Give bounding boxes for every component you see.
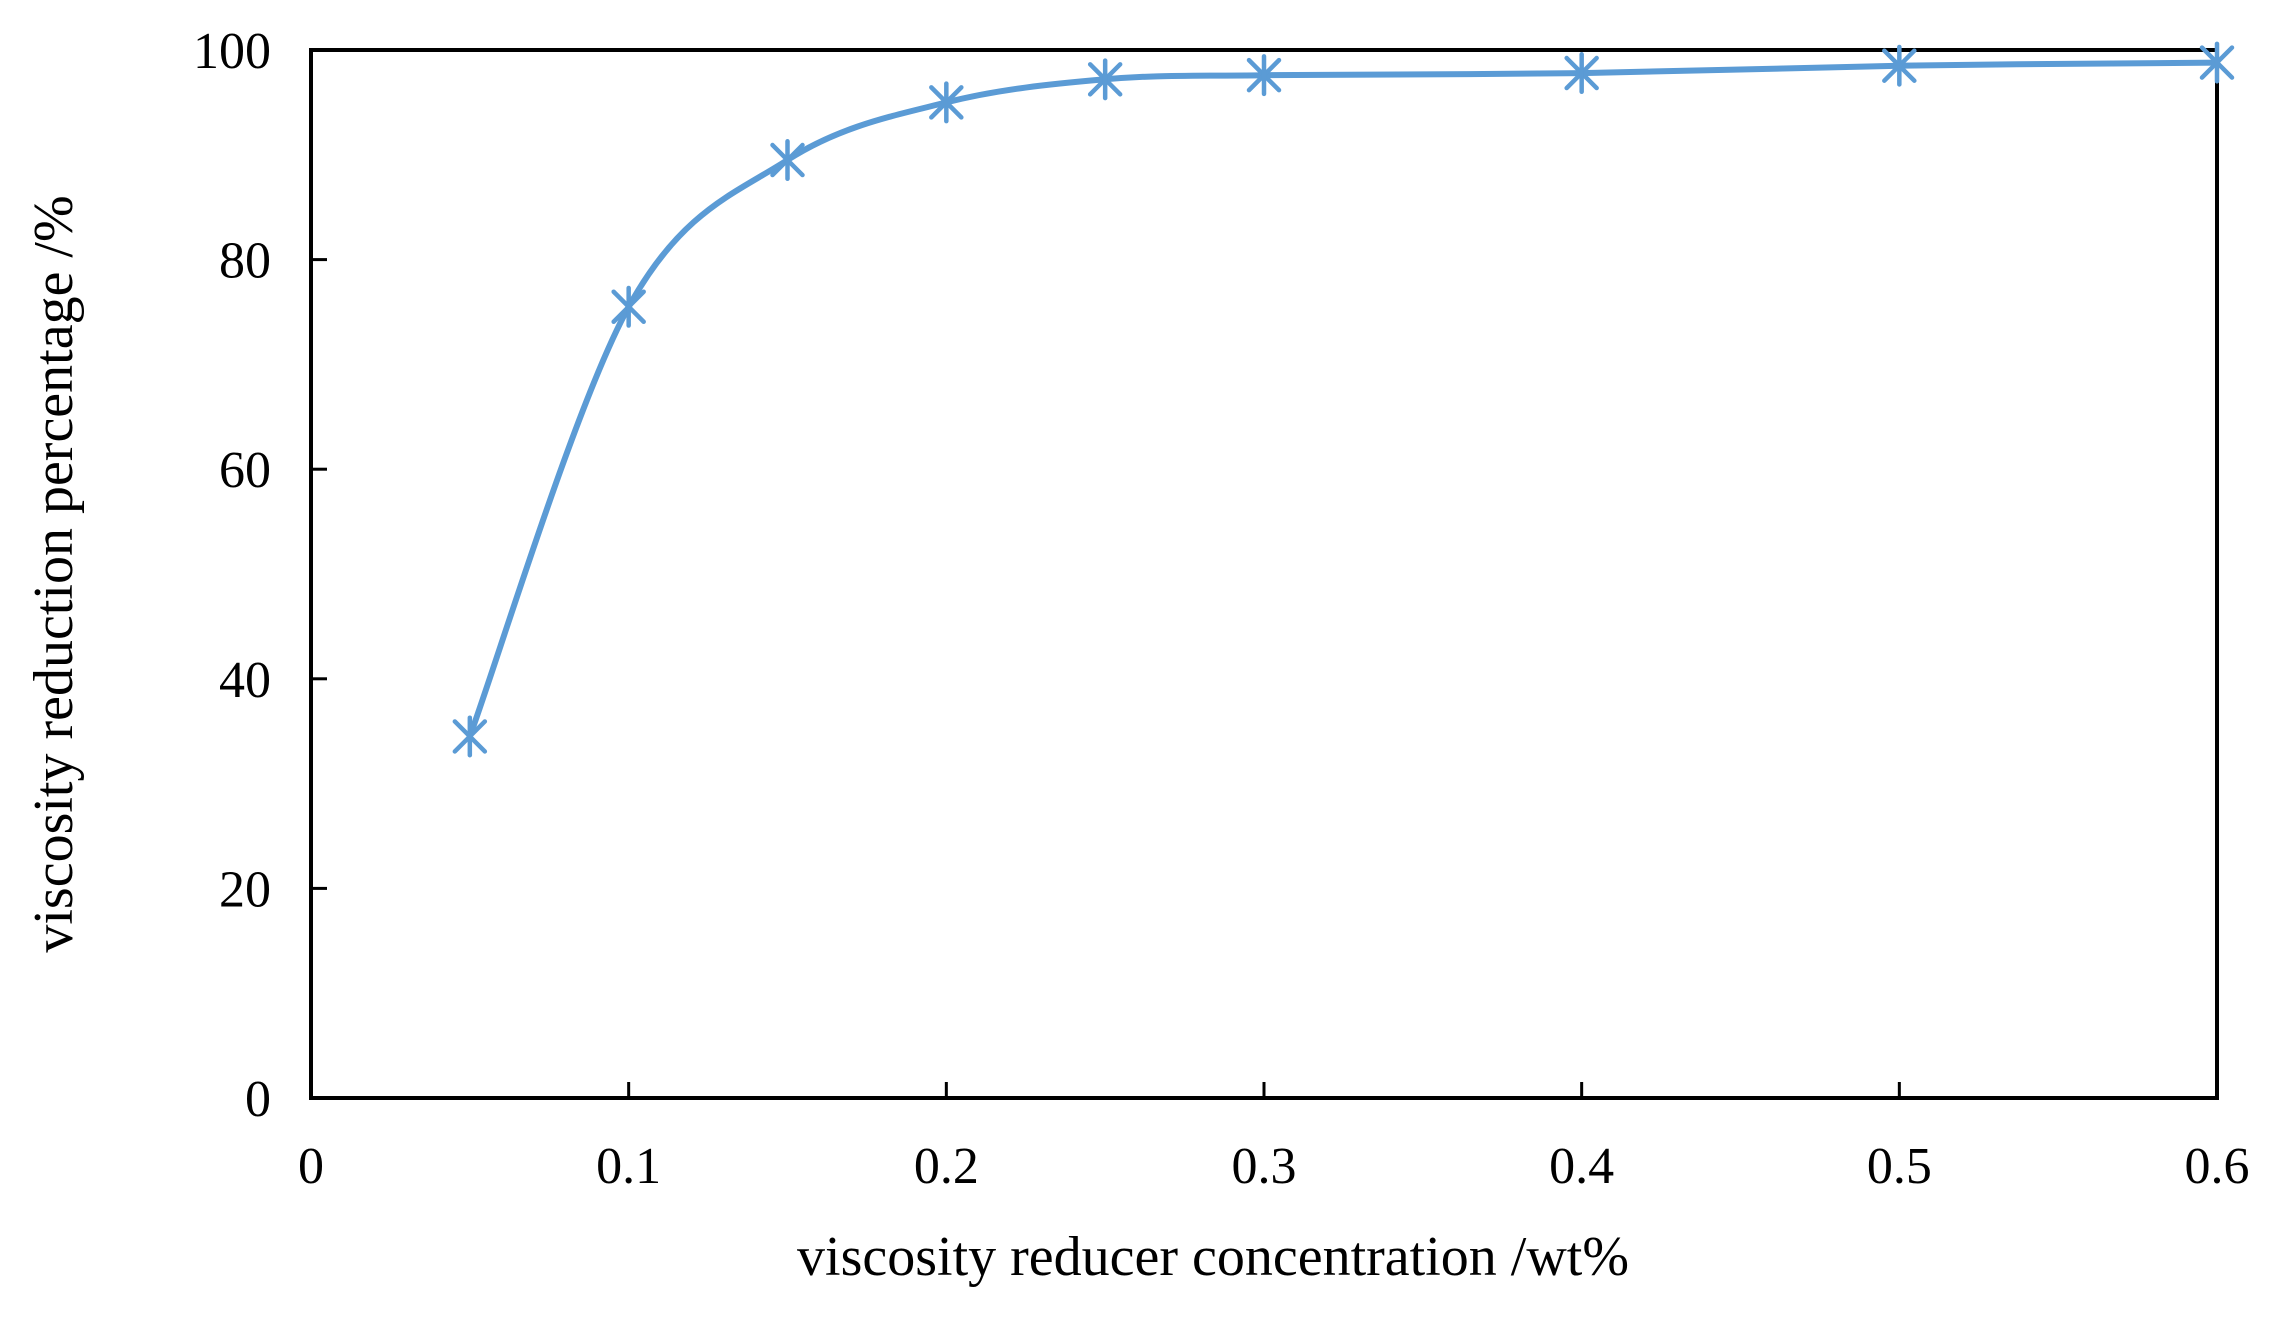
x-tick-label: 0 [298,1138,324,1195]
x-tick-label: 0.4 [1549,1138,1614,1195]
data-point [611,285,646,328]
x-axis-ticks: 0 0.1 0.2 0.3 0.4 0.5 0.6 [298,1082,2250,1195]
x-tick-label: 0.3 [1232,1138,1297,1195]
data-point [2199,41,2235,84]
plot-frame [309,48,2219,1100]
y-tick-label: 80 [219,233,271,290]
series-line [466,59,2220,740]
x-axis-title: viscosity reducer concentration /wt% [797,1226,1629,1288]
data-point [770,139,805,182]
y-tick-label: 0 [245,1071,271,1128]
data-point [1882,44,1917,87]
y-axis-title: viscosity reduction percentage /% [23,195,85,952]
x-tick-label: 0.6 [2185,1138,2250,1195]
data-point [452,715,488,758]
data-point [1087,58,1123,101]
x-tick-label: 0.1 [596,1138,661,1195]
y-tick-label: 60 [219,442,271,499]
y-tick-label: 20 [219,861,271,918]
y-tick-label: 40 [219,652,271,709]
data-point [1246,54,1282,97]
x-tick-label: 0.5 [1867,1138,1932,1195]
data-point [929,81,964,124]
x-tick-label: 0.2 [914,1138,979,1195]
data-point [1564,52,1599,95]
y-tick-label: 100 [193,23,271,80]
series-markers [452,41,2235,758]
y-axis-ticks: 0 20 40 60 80 100 [193,23,327,1128]
